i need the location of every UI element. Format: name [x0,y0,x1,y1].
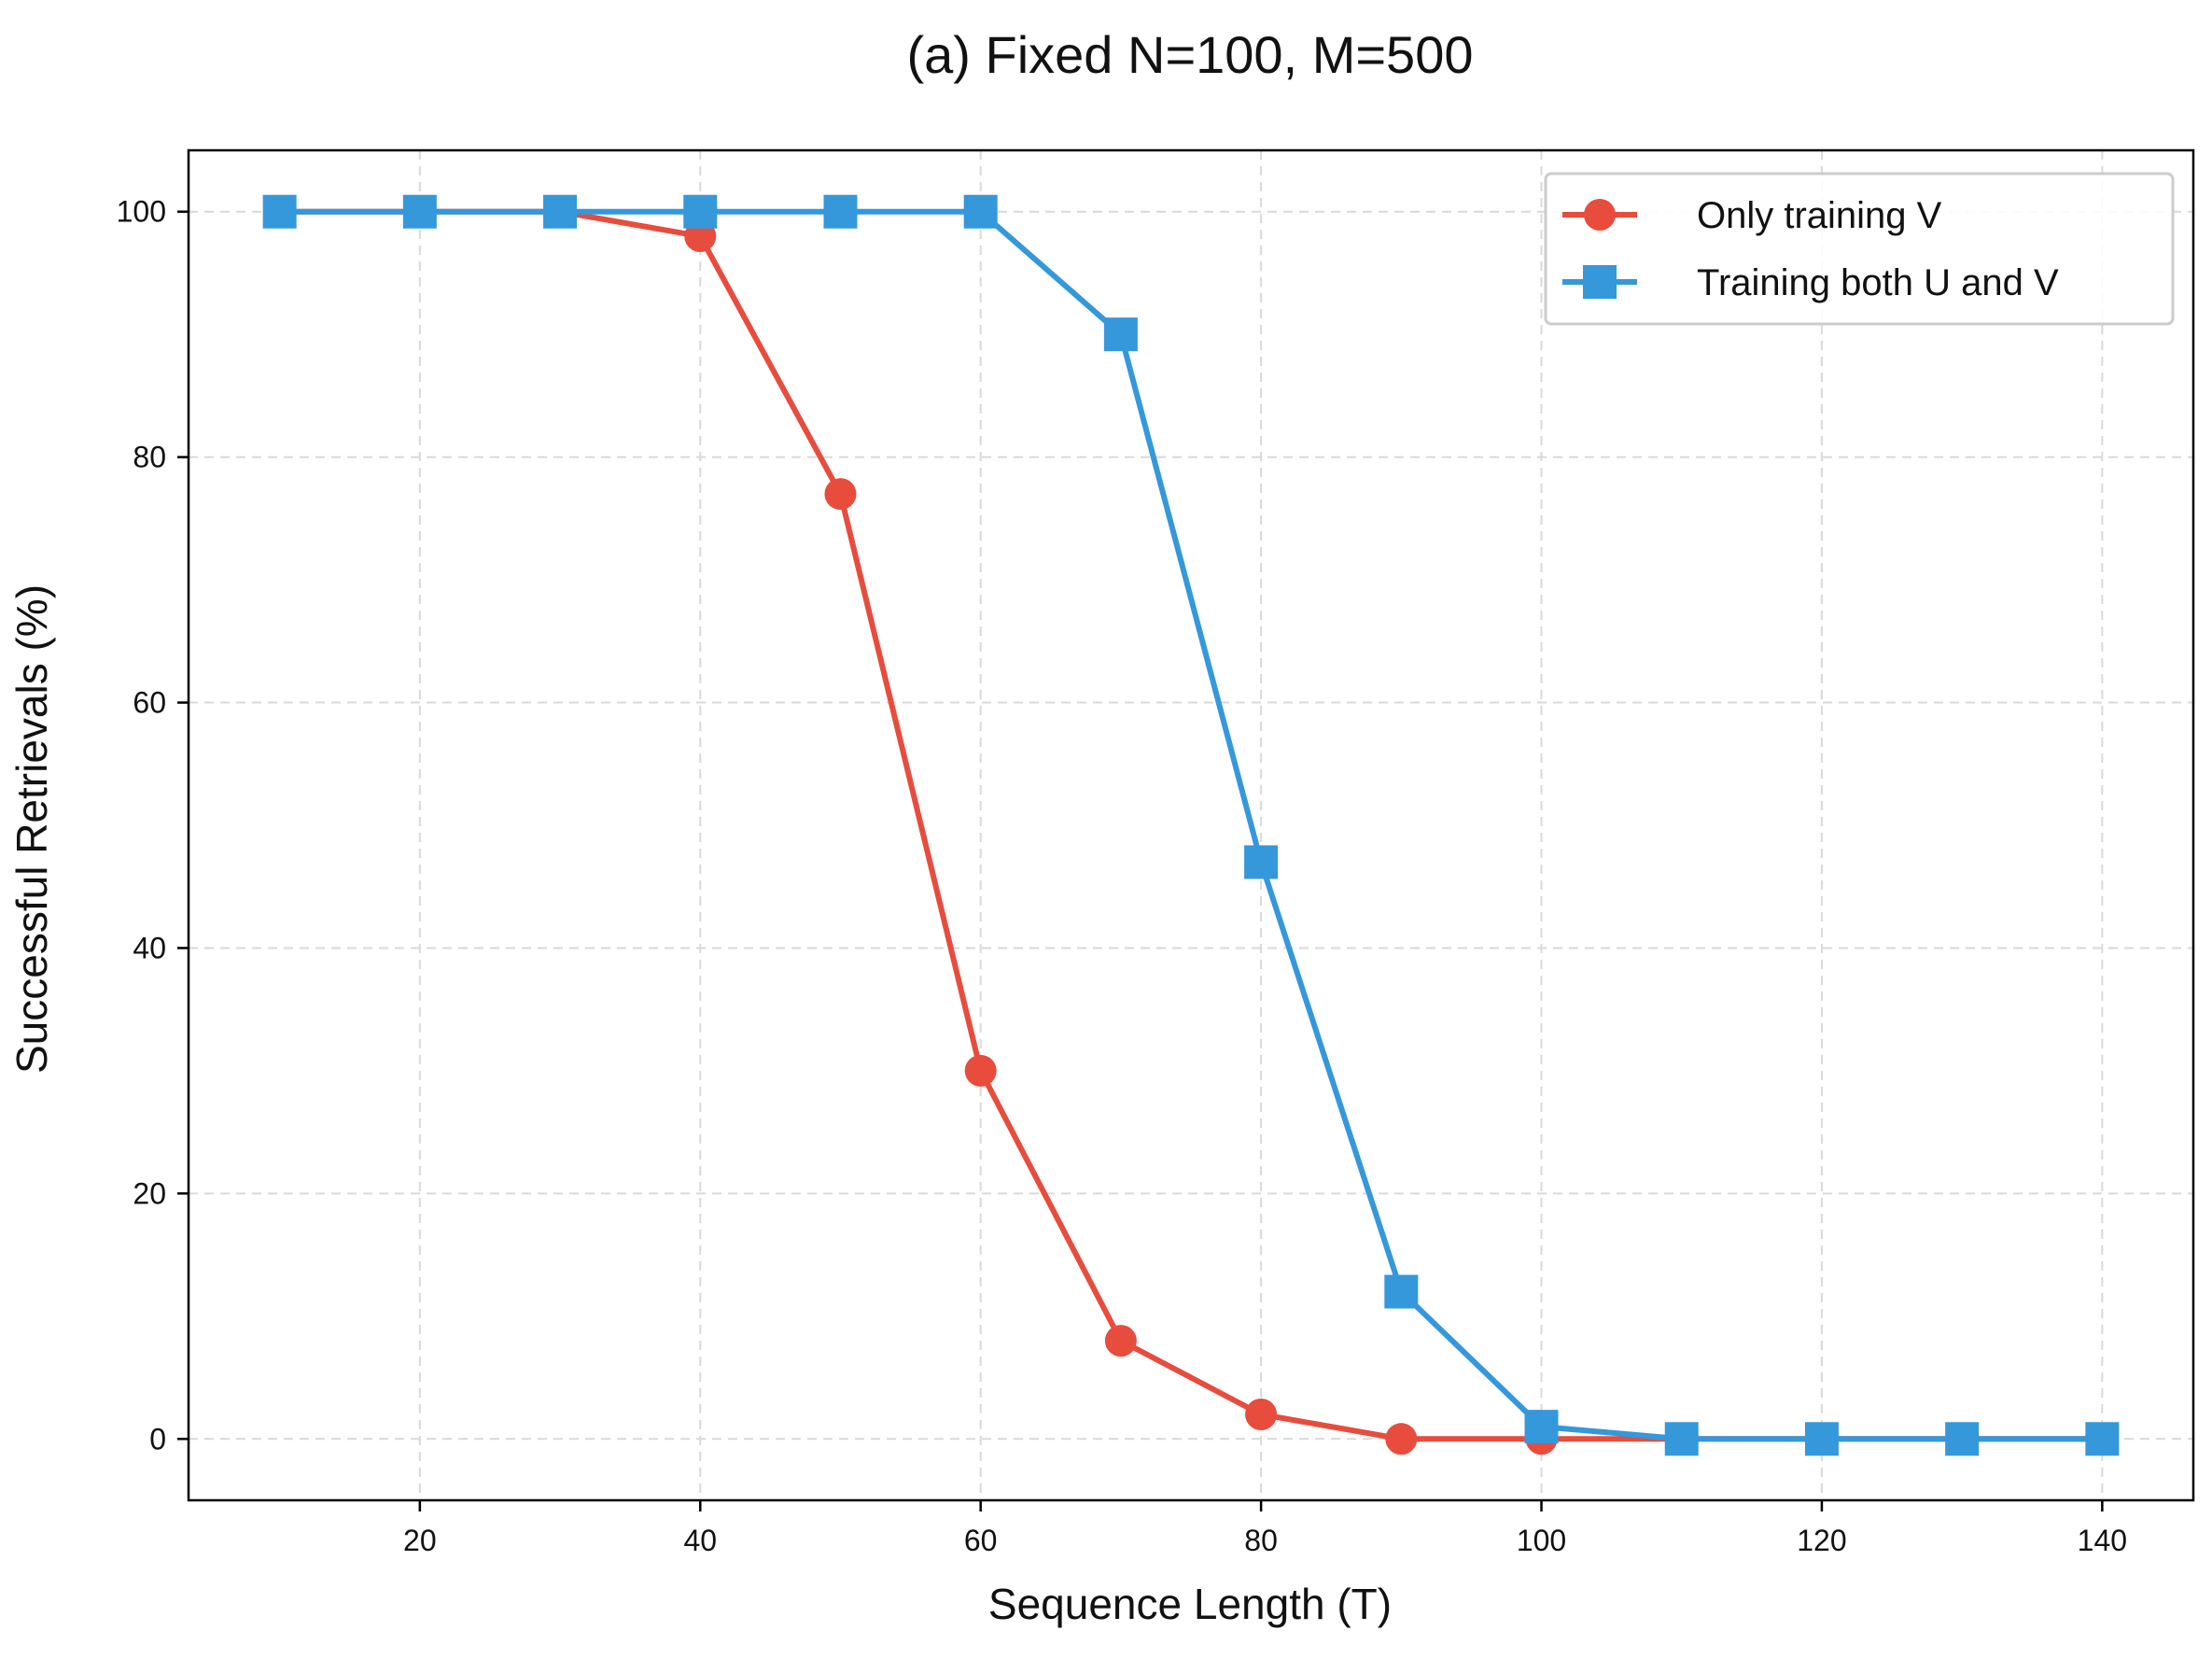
legend-entry: Only training V [1562,195,1942,236]
series-2 [262,194,2120,1456]
data-point [1384,1274,1419,1309]
data-point [824,478,857,511]
y-tick-label: 100 [117,195,166,229]
legend-box [1544,172,2175,326]
legend: Only training V Training both U and V [1544,172,2175,326]
x-tick-label: 100 [1517,1524,1566,1557]
data-point [964,1054,997,1087]
x-tick-label: 60 [964,1524,998,1557]
x-tick-label: 140 [2078,1524,2127,1557]
data-point [1385,1423,1418,1455]
y-axis-label: Successful Retrievals (%) [7,584,56,1074]
data-point [543,194,578,229]
legend-label: Training both U and V [1697,262,2059,303]
y-tick-label: 20 [133,1176,166,1210]
x-tick-label: 120 [1797,1524,1846,1557]
data-point [1524,1410,1559,1444]
y-tick-label: 40 [133,931,166,964]
y-tick-label: 0 [149,1422,166,1455]
data-point [823,194,858,229]
legend-marker [1583,265,1617,299]
data-point [262,194,297,229]
data-point [1104,1325,1137,1357]
chart-title: (a) Fixed N=100, M=500 [907,25,1474,84]
data-point [402,194,437,229]
series-line [279,208,2103,1442]
ticks: 20 40 60 80 100 120 140 0 20 40 60 80 100 [117,195,2127,1557]
x-tick-label: 40 [683,1524,717,1557]
x-tick-label: 80 [1244,1524,1278,1557]
data-point [1244,845,1279,879]
data-point [2085,1422,2120,1456]
data-point [683,194,718,229]
data-point [1245,1398,1278,1430]
legend-label: Only training V [1697,195,1942,236]
series-layer [262,194,2120,1456]
y-tick-label: 60 [133,686,166,720]
data-point [1103,317,1138,352]
y-tick-label: 80 [133,441,166,474]
data-point [963,194,998,229]
x-tick-label: 20 [403,1524,437,1557]
data-point [1804,1422,1839,1456]
data-point [1945,1422,1980,1456]
legend-marker [1584,199,1616,231]
data-point [1664,1422,1699,1456]
legend-entry: Training both U and V [1562,262,2059,303]
plot-frame [187,148,2195,1502]
x-axis-label: Sequence Length (T) [988,1580,1392,1628]
